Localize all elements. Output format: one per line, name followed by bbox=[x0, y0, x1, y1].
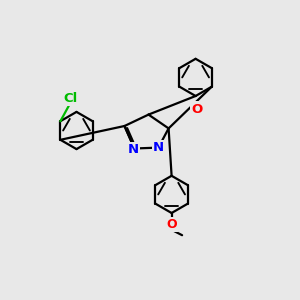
Text: Cl: Cl bbox=[64, 92, 78, 105]
Text: O: O bbox=[191, 103, 203, 116]
Text: N: N bbox=[153, 141, 164, 154]
Text: N: N bbox=[127, 142, 139, 156]
Text: O: O bbox=[166, 218, 177, 231]
